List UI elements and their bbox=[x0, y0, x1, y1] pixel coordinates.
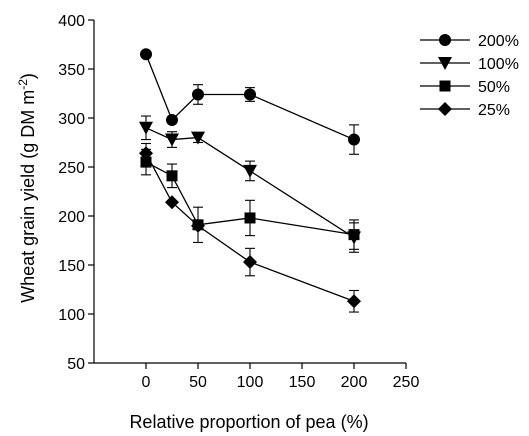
legend-entry-3: 50% bbox=[420, 79, 510, 96]
data-point bbox=[166, 170, 178, 182]
y-tick-label: 250 bbox=[58, 160, 85, 177]
plot-area bbox=[139, 48, 361, 313]
y-axis-title-close: ) bbox=[18, 73, 38, 79]
axes: 50 100 150 200 250 300 350 400 0 50 100 150 200 250 bbox=[58, 13, 419, 391]
y-tick-label: 300 bbox=[58, 111, 85, 128]
x-tick-label: 200 bbox=[341, 374, 368, 391]
x-axis-title: Relative proportion of pea (%) bbox=[129, 412, 368, 432]
data-point bbox=[191, 218, 205, 233]
legend: 200% 100% 50% 25% bbox=[420, 33, 519, 119]
legend-marker bbox=[438, 57, 452, 70]
legend-label: 50% bbox=[478, 79, 510, 96]
data-point bbox=[244, 88, 256, 101]
legend-entry-2: 100% bbox=[420, 56, 519, 73]
legend-marker bbox=[438, 102, 452, 116]
series-4 bbox=[139, 142, 361, 313]
legend-label: 100% bbox=[478, 56, 519, 73]
x-tick-label: 250 bbox=[393, 374, 420, 391]
data-point bbox=[244, 212, 256, 224]
y-tick-label: 150 bbox=[58, 258, 85, 275]
data-point bbox=[140, 48, 152, 61]
y-axis-title-main: Wheat grain yield (g DM m bbox=[18, 90, 38, 303]
y-tick-label: 50 bbox=[67, 356, 85, 373]
data-point bbox=[192, 88, 204, 101]
y-tick-label: 200 bbox=[58, 209, 85, 226]
data-point bbox=[139, 146, 153, 161]
legend-label: 25% bbox=[478, 102, 510, 119]
data-point bbox=[191, 131, 205, 145]
y-tick-label: 350 bbox=[58, 62, 85, 79]
legend-label: 200% bbox=[478, 33, 519, 50]
y-axis-title-exponent: -2 bbox=[16, 79, 30, 90]
data-point bbox=[165, 195, 179, 210]
data-point bbox=[347, 294, 361, 309]
x-tick-label: 50 bbox=[189, 374, 207, 391]
legend-marker bbox=[439, 80, 451, 92]
x-tick-label: 0 bbox=[142, 374, 151, 391]
legend-marker bbox=[439, 34, 451, 46]
data-point bbox=[348, 229, 360, 241]
y-tick-label: 400 bbox=[58, 13, 85, 30]
data-point bbox=[165, 133, 179, 147]
x-tick-label: 100 bbox=[237, 374, 264, 391]
legend-entry-4: 25% bbox=[420, 102, 510, 119]
data-point bbox=[139, 121, 153, 135]
y-tick-label: 100 bbox=[58, 307, 85, 324]
series-1 bbox=[140, 48, 360, 155]
y-axis-title: Wheat grain yield (g DM m-2) bbox=[16, 73, 38, 303]
data-point bbox=[166, 113, 178, 126]
x-tick-label: 150 bbox=[289, 374, 316, 391]
data-point bbox=[348, 133, 360, 146]
data-point bbox=[243, 164, 257, 178]
data-point bbox=[243, 255, 257, 270]
legend-entry-1: 200% bbox=[420, 33, 519, 50]
